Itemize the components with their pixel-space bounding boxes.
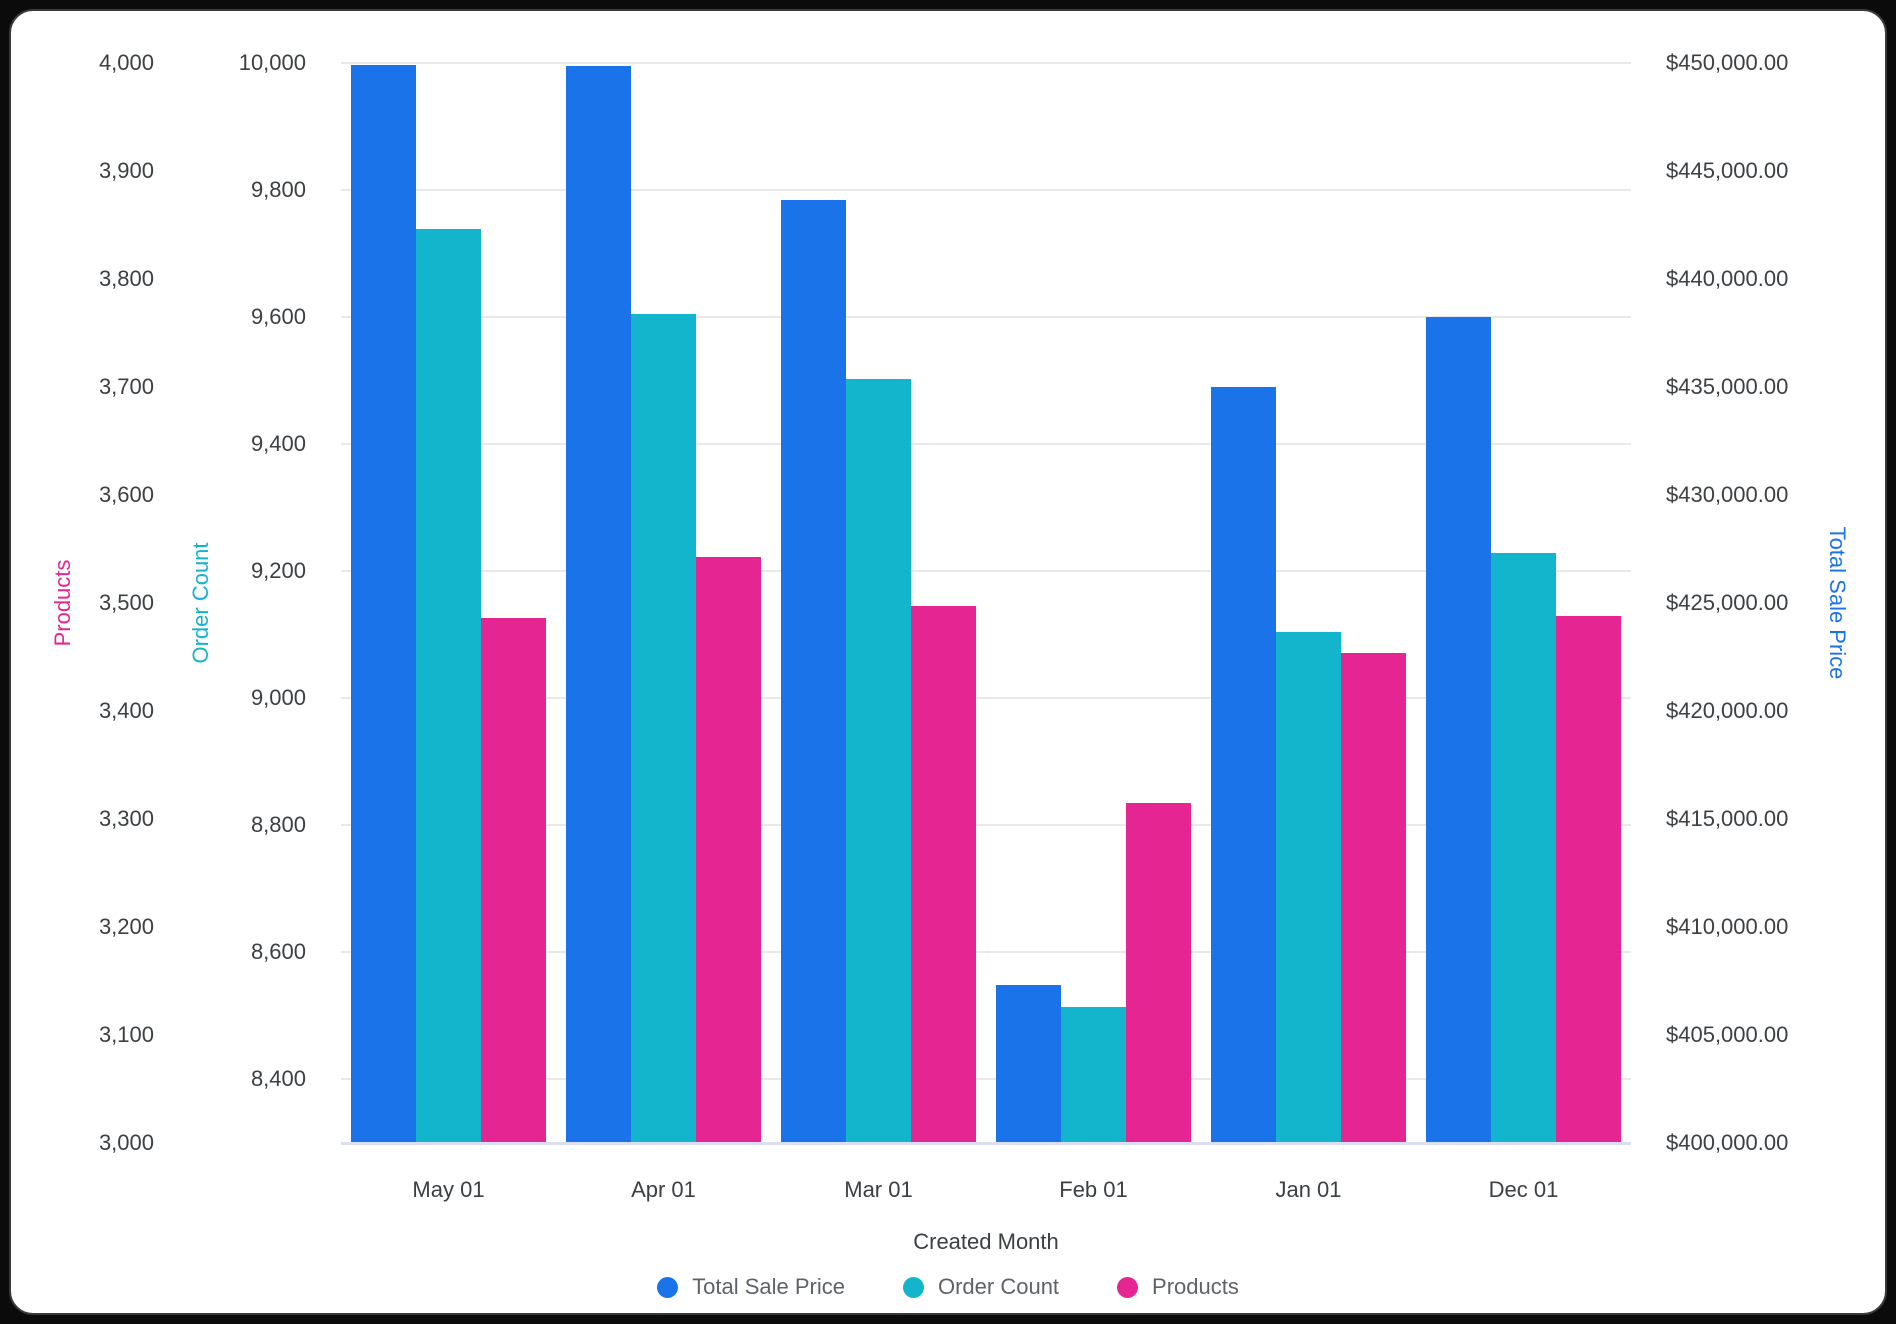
products-axis-tick: 3,300 (98, 806, 154, 831)
order-count-axis-tick: 10,000 (238, 50, 306, 75)
x-axis-label: May 01 (412, 1177, 485, 1202)
total-sale-price-axis-tick: $450,000.00 (1666, 50, 1789, 75)
total-sale-price-axis-tick: $440,000.00 (1666, 266, 1789, 291)
total-sale-price-axis-tick: $415,000.00 (1666, 806, 1789, 831)
products-axis-tick: 3,600 (98, 482, 154, 507)
total-sale-price-axis-tick: $435,000.00 (1666, 374, 1789, 399)
bar-total-sale-price-may-01[interactable] (351, 65, 416, 1143)
gridline (341, 570, 1631, 573)
products-axis-tick: 3,400 (98, 698, 154, 723)
legend-item-products[interactable]: Products (1117, 1274, 1239, 1300)
products-axis-tick: 3,100 (98, 1022, 154, 1047)
total-sale-price-axis-tick: $410,000.00 (1666, 914, 1789, 939)
order-count-axis-tick: 9,400 (250, 431, 306, 457)
bar-products-may-01[interactable] (481, 618, 546, 1143)
x-axis-label: Mar 01 (844, 1177, 913, 1202)
legend-label: Products (1152, 1274, 1239, 1299)
bar-group-may-01 (341, 63, 556, 1143)
x-axis-label: Dec 01 (1488, 1177, 1559, 1202)
bar-order-count-may-01[interactable] (416, 229, 481, 1143)
order-count-axis-tick: 9,600 (250, 304, 306, 330)
bar-products-feb-01[interactable] (1126, 802, 1191, 1143)
legend-item-total-sale-price[interactable]: Total Sale Price (657, 1274, 845, 1300)
bar-order-count-mar-01[interactable] (846, 379, 911, 1143)
legend-dot-icon (902, 1276, 924, 1298)
order-count-axis-tick: 8,600 (250, 939, 306, 965)
legend: Total Sale Price Order Count Products (11, 1274, 1885, 1300)
bar-order-count-apr-01[interactable] (631, 313, 696, 1143)
bar-group-apr-01 (556, 63, 771, 1143)
total-sale-price-axis-tick: $405,000.00 (1666, 1022, 1789, 1047)
products-axis-tick: 3,900 (98, 158, 154, 183)
gridline (341, 316, 1631, 319)
legend-dot-icon (1117, 1276, 1139, 1298)
legend-dot-icon (657, 1276, 679, 1298)
bar-groups (341, 63, 1631, 1143)
bar-chart-canvas: Products Order Count Total Sale Price 4,… (9, 9, 1887, 1315)
bar-total-sale-price-jan-01[interactable] (1211, 387, 1276, 1143)
gridline (341, 443, 1631, 446)
x-axis-label: Apr 01 (631, 1177, 696, 1202)
order-count-axis-tick: 9,200 (250, 558, 306, 584)
products-axis-tick: 4,000 (98, 50, 154, 75)
products-axis-tick: 3,000 (98, 1130, 154, 1155)
total-sale-price-axis-tick: $430,000.00 (1666, 482, 1789, 507)
legend-item-order-count[interactable]: Order Count (902, 1274, 1060, 1300)
products-axis-tick: 3,500 (98, 590, 154, 615)
total-sale-price-axis-ticks: $450,000.00 $445,000.00 $440,000.00 $435,00… (1666, 50, 1885, 1155)
bar-group-mar-01 (771, 63, 986, 1143)
products-axis-tick: 3,800 (98, 266, 154, 291)
products-axis-ticks: 4,000 3,900 3,800 3,700 3,600 3,500 3,400 3,300… (11, 50, 154, 1155)
gridline (341, 1078, 1631, 1081)
gridline (341, 824, 1631, 827)
order-count-axis-ticks: 10,000 9,800 9,600 9,400 9,200 9,000 8,800 8,60… (11, 50, 306, 1143)
bar-products-dec-01[interactable] (1556, 615, 1621, 1143)
order-count-axis-tick: 8,400 (250, 1066, 306, 1092)
bar-products-jan-01[interactable] (1341, 652, 1406, 1143)
bar-group-dec-01 (1416, 63, 1631, 1143)
bar-total-sale-price-dec-01[interactable] (1426, 317, 1491, 1143)
order-count-axis-tick: 8,800 (250, 812, 306, 838)
products-axis-tick: 3,700 (98, 374, 154, 399)
x-axis-labels: May 01 Apr 01 Mar 01 Feb 01 Jan 01 Dec 01 (341, 1177, 1631, 1203)
gridline (341, 62, 1631, 64)
total-sale-price-axis-title: Total Sale Price (1825, 526, 1850, 680)
bar-total-sale-price-mar-01[interactable] (781, 200, 846, 1143)
x-axis-title: Created Month (913, 1229, 1059, 1254)
plot-area (341, 62, 1631, 1145)
legend-label: Order Count (937, 1274, 1060, 1299)
bar-group-feb-01 (986, 63, 1201, 1143)
bar-group-jan-01 (1201, 63, 1416, 1143)
bar-total-sale-price-apr-01[interactable] (566, 65, 631, 1143)
bar-total-sale-price-feb-01[interactable] (996, 985, 1061, 1143)
total-sale-price-axis-tick: $425,000.00 (1666, 590, 1789, 615)
order-count-axis-tick: 9,800 (250, 177, 306, 203)
x-axis-label: Feb 01 (1059, 1177, 1128, 1202)
x-axis-line (341, 1142, 1631, 1145)
bar-products-apr-01[interactable] (696, 556, 761, 1143)
total-sale-price-axis-tick: $400,000.00 (1666, 1130, 1789, 1155)
order-count-axis-tick: 9,000 (250, 685, 306, 711)
bar-order-count-dec-01[interactable] (1491, 552, 1556, 1143)
bar-order-count-feb-01[interactable] (1061, 1007, 1126, 1143)
x-axis-label: Jan 01 (1275, 1177, 1342, 1202)
legend-label: Total Sale Price (692, 1274, 845, 1299)
gridline (341, 189, 1631, 192)
bar-order-count-jan-01[interactable] (1276, 632, 1341, 1143)
gridline (341, 951, 1631, 954)
total-sale-price-axis-tick: $420,000.00 (1666, 698, 1789, 723)
total-sale-price-axis-tick: $445,000.00 (1666, 158, 1789, 183)
gridline (341, 697, 1631, 700)
bar-products-mar-01[interactable] (911, 606, 976, 1143)
products-axis-tick: 3,200 (98, 914, 154, 939)
